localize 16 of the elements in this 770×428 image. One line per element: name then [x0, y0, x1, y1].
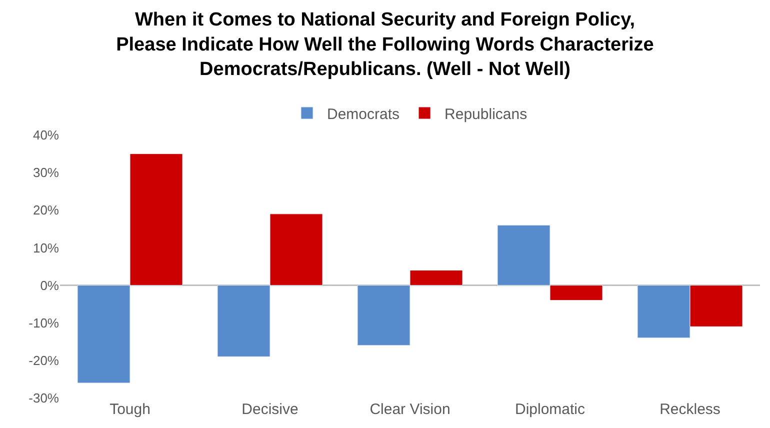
chart-title: When it Comes to National Security and Foreign Policy, Please Indicate How Well the Following Words Characterize Democrats/Republicans. (Well - Not Well) [116, 10, 654, 80]
y-tick-label: -20% [28, 352, 60, 368]
y-tick-label: 40% [32, 128, 60, 143]
legend-label: Republicans [444, 106, 528, 123]
x-tick-label: Tough [110, 401, 150, 418]
y-tick-label: -30% [28, 390, 60, 406]
y-tick-label: 20% [32, 202, 60, 218]
x-tick-label: Diplomatic [514, 401, 586, 418]
x-tick-label: Reckless [660, 401, 720, 418]
legend-label: Democrats [327, 106, 400, 123]
y-tick-label: 0% [40, 278, 60, 293]
x-tick-label: Decisive [242, 401, 298, 418]
y-tick-label: 10% [32, 240, 60, 256]
x-tick-label: Clear Vision [370, 401, 450, 418]
y-tick-label: -10% [28, 315, 60, 330]
y-tick-label: 30% [32, 165, 60, 180]
